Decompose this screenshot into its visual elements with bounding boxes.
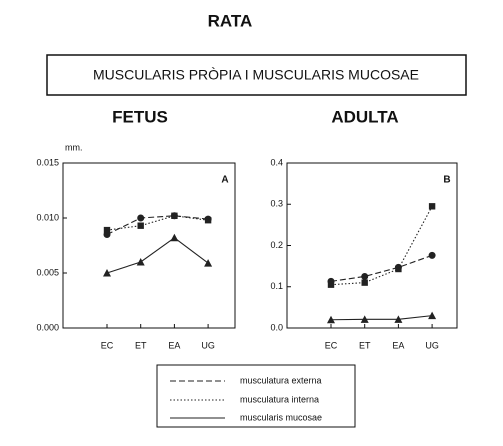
y-tick-label: 0.0 bbox=[270, 322, 283, 332]
y-tick-label: 0.2 bbox=[270, 240, 283, 250]
marker bbox=[137, 214, 145, 222]
x-tick-label: ET bbox=[135, 340, 147, 350]
marker bbox=[204, 217, 212, 224]
marker bbox=[395, 265, 402, 273]
marker bbox=[327, 315, 335, 324]
marker bbox=[204, 259, 213, 267]
legend-label: musculatura interna bbox=[240, 394, 319, 404]
x-tick-label: EA bbox=[168, 340, 180, 350]
y-tick-label: 0.010 bbox=[36, 212, 59, 222]
y-tick-label: 0.005 bbox=[36, 267, 59, 277]
marker bbox=[327, 281, 335, 288]
panel-title: FETUS bbox=[112, 107, 168, 126]
marker bbox=[428, 251, 436, 259]
marker bbox=[361, 279, 368, 286]
subtitle-box bbox=[46, 54, 467, 96]
plot-frame bbox=[286, 162, 458, 329]
subtitle: MUSCULARIS PRÒPIA I MUSCULARIS MUCOSAE bbox=[93, 67, 419, 83]
y-tick-label: 0.015 bbox=[36, 157, 59, 167]
panel-label: B bbox=[443, 175, 450, 186]
marker bbox=[171, 212, 178, 219]
x-tick-label: ET bbox=[359, 340, 371, 350]
series-line bbox=[106, 237, 209, 274]
page-title: RATA bbox=[208, 11, 253, 30]
y-axis-label: mm. bbox=[65, 142, 83, 152]
marker bbox=[136, 258, 145, 266]
marker bbox=[394, 315, 403, 323]
y-tick-label: 0.000 bbox=[36, 322, 59, 332]
y-tick-label: 0.1 bbox=[270, 281, 283, 291]
series-line bbox=[330, 254, 433, 282]
series-line bbox=[330, 315, 433, 321]
panel-label: A bbox=[221, 175, 228, 186]
marker bbox=[360, 315, 369, 323]
x-tick-label: EA bbox=[392, 340, 404, 350]
x-tick-label: UG bbox=[425, 340, 439, 350]
y-tick-label: 0.3 bbox=[270, 199, 283, 209]
x-tick-label: EC bbox=[101, 340, 114, 350]
marker bbox=[428, 203, 436, 210]
marker bbox=[137, 222, 144, 229]
legend-label: muscularis mucosae bbox=[240, 412, 322, 422]
y-tick-label: 0.4 bbox=[270, 157, 283, 167]
marker bbox=[170, 233, 179, 242]
marker bbox=[103, 269, 111, 277]
plot-frame bbox=[62, 162, 236, 329]
series-line bbox=[106, 215, 209, 235]
series-line bbox=[106, 215, 209, 231]
x-tick-label: UG bbox=[201, 340, 215, 350]
marker bbox=[361, 272, 369, 280]
series-line bbox=[330, 206, 433, 286]
x-tick-label: EC bbox=[325, 340, 338, 350]
marker bbox=[103, 226, 111, 234]
panel-title: ADULTA bbox=[331, 107, 398, 126]
legend-label: musculatura externa bbox=[240, 375, 322, 385]
marker bbox=[428, 311, 437, 320]
legend-box bbox=[156, 364, 356, 428]
